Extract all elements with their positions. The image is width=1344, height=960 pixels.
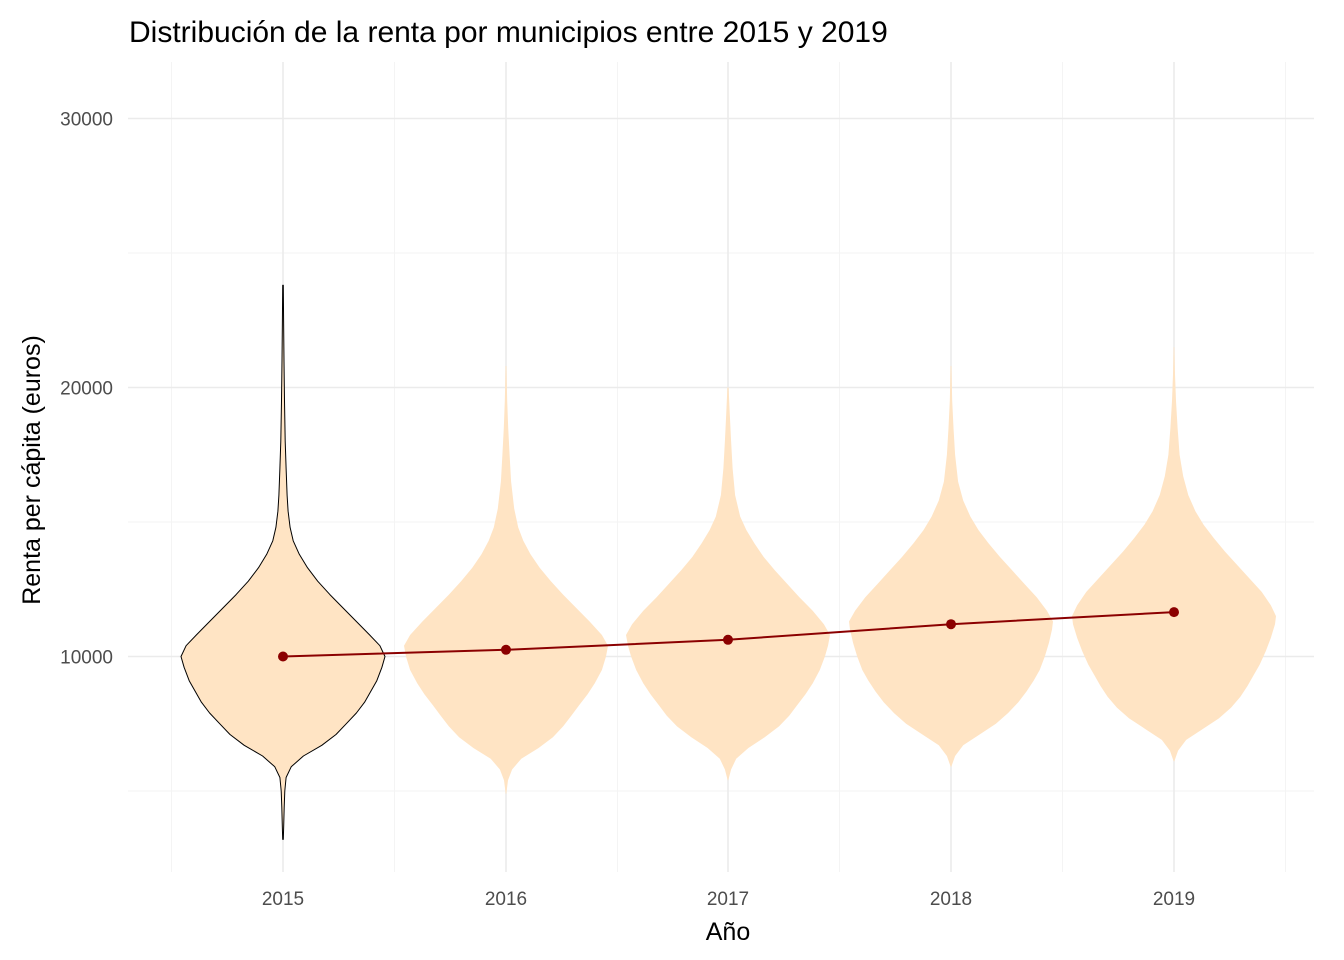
violin-2019 [1072, 347, 1276, 762]
mean-point-2017 [723, 634, 733, 645]
x-axis-title: Año [706, 918, 750, 946]
mean-point-2019 [1169, 607, 1179, 618]
x-tick-label: 2018 [930, 889, 972, 910]
y-tick-label: 20000 [60, 379, 113, 400]
violins [180, 284, 1276, 840]
x-tick-label: 2015 [262, 889, 304, 910]
y-axis-title: Renta per cápita (euros) [18, 335, 46, 605]
x-tick-label: 2019 [1153, 889, 1195, 910]
mean-series [278, 607, 1179, 662]
x-axis-ticks: 2015 2016 2017 2018 2019 [262, 889, 1195, 910]
violin-2016 [404, 366, 608, 794]
x-tick-label: 2017 [707, 889, 749, 910]
y-axis-ticks: 10000 20000 30000 [60, 110, 113, 669]
y-tick-label: 30000 [60, 110, 113, 131]
mean-point-2015 [278, 651, 288, 662]
violin-2015 [180, 284, 386, 840]
y-tick-label: 10000 [60, 648, 113, 669]
chart-title: Distribución de la renta por municipios … [129, 16, 888, 49]
mean-point-2016 [501, 644, 511, 655]
mean-point-2018 [946, 619, 956, 630]
violin-2017 [626, 387, 830, 781]
violin-2018 [849, 366, 1053, 767]
x-tick-label: 2016 [485, 889, 527, 910]
